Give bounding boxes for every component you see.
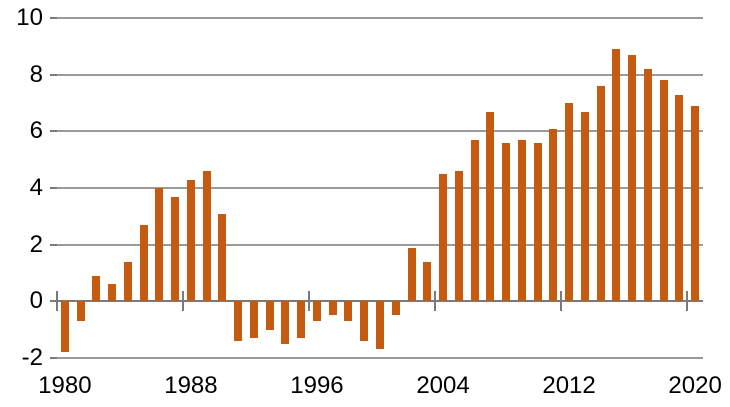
gridline [57, 357, 703, 359]
gridline [57, 243, 703, 246]
x-axis-label: 1996 [290, 372, 344, 399]
y-axis-label: 0 [29, 287, 43, 315]
bar-1982 [92, 275, 101, 302]
bar-2017 [643, 69, 652, 302]
x-axis-tick [434, 291, 437, 312]
y-axis-label: 4 [29, 174, 43, 201]
bar-1984 [123, 261, 132, 302]
bar-2010 [533, 142, 542, 302]
bar-2019 [675, 94, 684, 302]
bar-2008 [502, 142, 511, 302]
bar-2000 [376, 301, 384, 350]
bar-2020 [691, 105, 700, 302]
bar-1987 [171, 196, 180, 302]
bar-1995 [297, 301, 306, 339]
y-axis-tick [50, 73, 57, 76]
bar-2004 [439, 173, 448, 302]
bar-2007 [486, 111, 495, 302]
bar-1992 [249, 301, 258, 339]
x-axis-tick [308, 291, 311, 312]
y-axis-label: 6 [29, 117, 43, 145]
bar-1997 [328, 301, 337, 316]
bar-2012 [565, 103, 574, 302]
bar-2014 [596, 86, 605, 302]
y-axis-tick [50, 17, 57, 19]
x-axis-tick [686, 291, 689, 312]
gridline [57, 17, 703, 19]
bar-1999 [360, 301, 369, 341]
bar-2006 [470, 139, 479, 302]
y-axis-label: 8 [29, 60, 43, 88]
x-axis-label: 1980 [38, 372, 92, 399]
bar-2002 [407, 247, 416, 302]
gridline [57, 130, 703, 133]
gridline [57, 73, 703, 76]
x-axis-tick [182, 291, 185, 312]
bar-1986 [155, 188, 164, 302]
bar-1990 [218, 213, 227, 302]
x-axis-label: 2004 [416, 372, 470, 399]
bar-1989 [202, 171, 211, 302]
y-axis-tick [50, 357, 57, 359]
y-axis-tick [50, 187, 57, 189]
bar-1998 [344, 301, 353, 322]
bar-2016 [628, 54, 637, 302]
bar-2011 [549, 128, 558, 302]
y-axis-label: 2 [29, 230, 43, 258]
bar-2003 [423, 261, 432, 302]
bar-1985 [139, 224, 148, 302]
bar-1983 [108, 284, 117, 302]
y-axis-label: 10 [16, 4, 43, 31]
x-axis-tick [560, 291, 563, 312]
bar-1994 [281, 301, 290, 344]
y-axis-tick [50, 243, 57, 246]
x-axis-label: 2020 [668, 372, 722, 399]
y-axis-label: -2 [21, 344, 43, 371]
bar-2001 [391, 301, 400, 316]
bar-1991 [234, 301, 243, 341]
gridline [57, 187, 703, 189]
bar-2015 [612, 49, 621, 302]
x-axis-tick [56, 291, 58, 312]
bar-2013 [580, 111, 589, 302]
x-axis-label: 2012 [542, 372, 596, 399]
y-axis-tick [50, 130, 57, 133]
x-axis-label: 1988 [164, 372, 218, 399]
bar-1981 [76, 301, 85, 322]
bar-1988 [186, 179, 195, 302]
bar-2005 [454, 171, 463, 302]
bar-2018 [659, 80, 668, 302]
y-axis-tick [50, 300, 57, 303]
bar-1996 [312, 301, 321, 322]
bar-2009 [517, 139, 526, 302]
bar-1993 [265, 301, 274, 330]
bar-1980 [60, 301, 69, 353]
